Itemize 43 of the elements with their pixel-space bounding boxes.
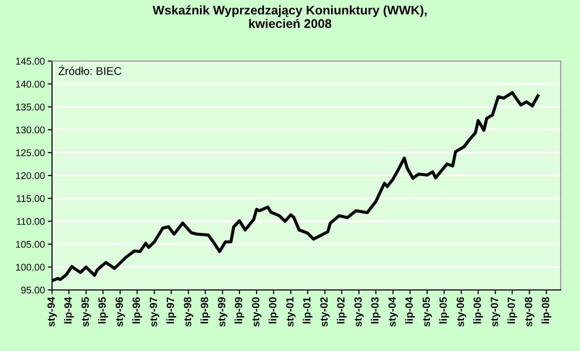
y-tick-label: 135.00 bbox=[16, 104, 45, 110]
x-tick-label: lip-08 bbox=[542, 297, 552, 324]
y-tick-label: 140.00 bbox=[16, 80, 45, 88]
y-tick-label: 95.00 bbox=[21, 286, 45, 294]
x-tick-label: sty-07 bbox=[490, 297, 500, 327]
x-tick-label: lip-94 bbox=[64, 296, 74, 324]
x-tick-label: sty-96 bbox=[116, 297, 126, 327]
x-tick-label: sty-03 bbox=[354, 297, 364, 327]
x-tick-label: lip-04 bbox=[405, 296, 415, 324]
x-tick-label: sty-99 bbox=[218, 297, 228, 327]
y-tick-label: 105.00 bbox=[16, 240, 45, 248]
y-tick-label: 115.00 bbox=[16, 195, 45, 202]
x-tick-label: sty-94 bbox=[47, 296, 57, 327]
x-tick-label: lip-95 bbox=[98, 297, 108, 324]
x-tick-label: sty-05 bbox=[422, 297, 432, 327]
y-tick-label: 120.00 bbox=[16, 172, 45, 180]
y-tick-label: 130.00 bbox=[16, 126, 45, 134]
x-tick-label: sty-98 bbox=[184, 297, 194, 327]
chart-title: Wskaźnik Wyprzedzający Koniunktury (WWK), kwiecień 2008 bbox=[152, 5, 427, 28]
x-tick-label: lip-02 bbox=[336, 297, 347, 324]
x-tick-label: lip-97 bbox=[166, 297, 176, 324]
y-tick-label: 145.00 bbox=[16, 58, 45, 65]
x-tick-label: sty-08 bbox=[524, 297, 534, 327]
y-tick-label: 125.00 bbox=[16, 149, 45, 156]
y-tick-label: 100.00 bbox=[16, 264, 45, 271]
x-tick-label: sty-06 bbox=[456, 297, 466, 327]
x-tick-label: lip-00 bbox=[268, 297, 278, 324]
x-tick-label: lip-06 bbox=[473, 297, 484, 324]
x-tick-label: lip-07 bbox=[507, 297, 518, 324]
x-tick-label: lip-03 bbox=[370, 297, 381, 324]
x-tick-label: lip-98 bbox=[200, 297, 210, 324]
x-tick-label: lip-96 bbox=[132, 297, 142, 324]
x-tick-label: sty-01 bbox=[286, 297, 296, 327]
x-tick-label: lip-05 bbox=[439, 297, 449, 324]
x-tick-label: sty-04 bbox=[388, 296, 398, 327]
y-tick-label: 110.00 bbox=[16, 218, 45, 225]
x-tick-label: sty-00 bbox=[252, 297, 262, 327]
x-tick-label: lip-99 bbox=[234, 297, 244, 324]
x-tick-label: sty-95 bbox=[82, 297, 91, 327]
x-tick-label: lip-01 bbox=[302, 297, 313, 324]
annotation: Źródło: BIEC bbox=[58, 65, 122, 75]
x-tick-label: sty-02 bbox=[320, 297, 330, 327]
x-tick-label: sty-97 bbox=[150, 297, 160, 327]
